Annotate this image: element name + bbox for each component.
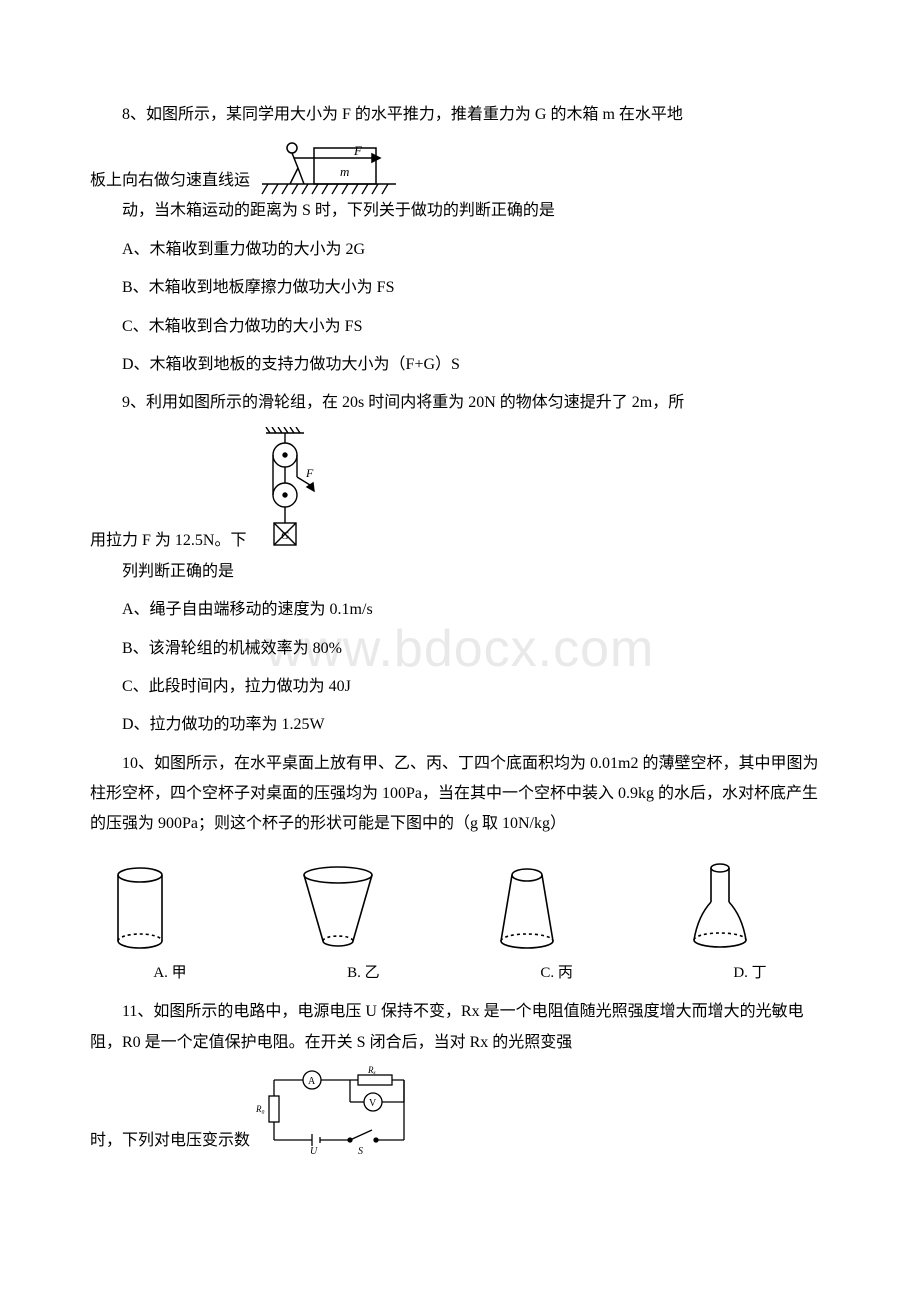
q11-fig-S: S <box>358 1146 363 1156</box>
q8-optA: A、木箱收到重力做功的大小为 2G <box>90 235 830 265</box>
q9-fig-F: F <box>305 466 314 480</box>
q8-stem-line2-text: 板上向右做匀速直线运 <box>90 166 250 196</box>
q8-stem-line3: 动，当木箱运动的距离为 S 时，下列关于做功的判断正确的是 <box>90 196 830 226</box>
q10-label-A: A. 甲 <box>100 959 240 988</box>
q8-optB: B、木箱收到地板摩擦力做功大小为 FS <box>90 273 830 303</box>
q11-fig-A: A <box>308 1076 316 1087</box>
q10-label-B: B. 乙 <box>293 959 433 988</box>
q9-optA: A、绳子自由端移动的速度为 0.1m/s <box>90 595 830 625</box>
q8-stem-line2-row: 板上向右做匀速直线运 <box>90 138 830 196</box>
document-body: 8、如图所示，某同学用大小为 F 的水平推力，推着重力为 G 的木箱 m 在水平… <box>90 100 830 1156</box>
q10-figure-row: A. 甲 B. 乙 <box>90 848 830 988</box>
q10-cup-A: A. 甲 <box>100 863 240 988</box>
q11-stem-line2-row: 时，下列对电压变示数 <box>90 1066 830 1156</box>
q11-fig-U: U <box>310 1146 318 1156</box>
q11-fig-Rx: Rₓ <box>367 1066 376 1075</box>
q8-fig-m: m <box>340 164 349 179</box>
q8-fig-F: F <box>353 143 363 158</box>
q9-optC: C、此段时间内，拉力做功为 40J <box>90 672 830 702</box>
q11-figure: A V Rₓ R₀ U S <box>254 1066 424 1156</box>
q8-optC: C、木箱收到合力做功的大小为 FS <box>90 312 830 342</box>
q10-cup-C: C. 丙 <box>487 863 627 988</box>
q9-stem-line3: 列判断正确的是 <box>90 557 830 587</box>
q8-figure: F m <box>254 138 404 196</box>
q8-stem-line1: 8、如图所示，某同学用大小为 F 的水平推力，推着重力为 G 的木箱 m 在水平… <box>90 100 830 130</box>
q10-stem: 10、如图所示，在水平桌面上放有甲、乙、丙、丁四个底面积均为 0.01m2 的薄… <box>90 749 830 840</box>
q9-stem-line1: 9、利用如图所示的滑轮组，在 20s 时间内将重为 20N 的物体匀速提升了 2… <box>90 388 830 418</box>
q9-optB: B、该滑轮组的机械效率为 80% <box>90 634 830 664</box>
q11-stem-line1: 11、如图所示的电路中，电源电压 U 保持不变，Rx 是一个电阻值随光照强度增大… <box>90 997 830 1058</box>
q9-stem-line2-text: 用拉力 F 为 12.5N。下 <box>90 526 246 556</box>
q9-figure: F G <box>250 427 320 557</box>
q9-optD: D、拉力做功的功率为 1.25W <box>90 710 830 740</box>
q11-stem-line2-text: 时，下列对电压变示数 <box>90 1126 250 1156</box>
q11-fig-R0: R₀ <box>255 1104 265 1114</box>
q10-label-D: D. 丁 <box>680 959 820 988</box>
q9-fig-G: G <box>281 530 289 542</box>
q8-optD: D、木箱收到地板的支持力做功大小为（F+G）S <box>90 350 830 380</box>
q11-fig-V: V <box>369 1098 377 1109</box>
q10-cup-D: D. 丁 <box>680 858 820 988</box>
q10-cup-B: B. 乙 <box>293 863 433 988</box>
q9-stem-line2-row: 用拉力 F 为 12.5N。下 <box>90 427 830 557</box>
q10-label-C: C. 丙 <box>487 959 627 988</box>
